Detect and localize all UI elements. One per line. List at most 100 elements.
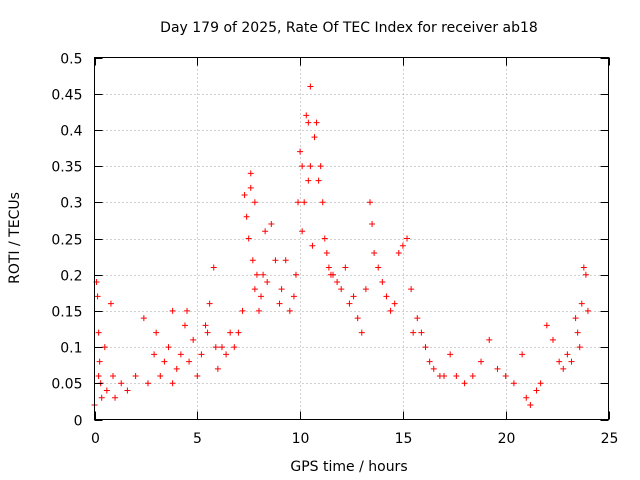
data-point (169, 307, 176, 314)
data-point (564, 351, 571, 358)
data-point (367, 199, 374, 206)
data-point (231, 344, 238, 351)
data-point (112, 394, 119, 401)
data-point (568, 358, 575, 365)
data-point (245, 235, 252, 242)
data-point (251, 199, 258, 206)
data-point (537, 380, 544, 387)
data-point (379, 278, 386, 285)
data-point (169, 380, 176, 387)
data-point (268, 221, 275, 228)
y-tick-label: 0.45 (51, 88, 82, 104)
data-point (478, 358, 485, 365)
data-point (354, 315, 361, 322)
data-point (556, 358, 563, 365)
data-point (214, 365, 221, 372)
data-point (321, 235, 328, 242)
y-tick-labels: 0 0.05 0.1 0.15 0.2 0.25 0.3 0.35 0.4 0.45 0.5 (51, 52, 82, 430)
data-point (350, 293, 357, 300)
x-tick-label: 15 (395, 431, 413, 447)
y-tick-label: 0.4 (60, 124, 82, 140)
y-tick-label: 0.35 (51, 160, 82, 176)
data-point (264, 278, 271, 285)
data-point (235, 329, 242, 336)
data-point (153, 329, 160, 336)
data-point (469, 373, 476, 380)
data-point (282, 257, 289, 264)
data-point (582, 271, 589, 278)
data-point (523, 394, 530, 401)
data-point (110, 373, 117, 380)
data-point (223, 351, 230, 358)
x-tick-label: 20 (498, 431, 516, 447)
data-point (358, 329, 365, 336)
data-point (173, 365, 180, 372)
data-point (375, 264, 382, 271)
y-axis-label: ROTI / TECUs (7, 192, 23, 284)
data-point (241, 192, 248, 199)
data-point (543, 322, 550, 329)
data-point (103, 387, 110, 394)
data-point (251, 286, 258, 293)
data-point (247, 170, 254, 177)
y-tick-label: 0.5 (60, 52, 82, 68)
data-point (430, 365, 437, 372)
data-point (362, 286, 369, 293)
data-point (584, 307, 591, 314)
data-point (387, 307, 394, 314)
data-point (239, 307, 246, 314)
data-point (227, 329, 234, 336)
data-point (177, 351, 184, 358)
data-point (510, 380, 517, 387)
data-point (290, 293, 297, 300)
data-point (157, 373, 164, 380)
data-point (260, 271, 267, 278)
data-point (204, 329, 211, 336)
data-point (278, 286, 285, 293)
data-point (144, 380, 151, 387)
data-point (258, 293, 265, 300)
data-point (194, 373, 201, 380)
data-point (519, 351, 526, 358)
data-point (441, 373, 448, 380)
data-point (329, 271, 336, 278)
data-point (299, 163, 306, 170)
data-point (576, 344, 583, 351)
data-point (369, 221, 376, 228)
data-point (325, 264, 332, 271)
x-tick-label: 0 (91, 431, 100, 447)
data-point (161, 358, 168, 365)
data-point (165, 344, 172, 351)
data-point (346, 300, 353, 307)
data-point (206, 300, 213, 307)
data-point (181, 322, 188, 329)
x-tick-labels: 0 5 10 15 20 25 (91, 431, 618, 447)
data-point (422, 344, 429, 351)
y-tick-label: 0.15 (51, 305, 82, 321)
data-point (247, 184, 254, 191)
y-tick-label: 0.2 (60, 269, 82, 285)
data-point (414, 315, 421, 322)
data-point (262, 228, 269, 235)
data-point (391, 300, 398, 307)
data-point (408, 286, 415, 293)
x-tick-label: 25 (601, 431, 619, 447)
data-point (574, 329, 581, 336)
data-point (404, 235, 411, 242)
data-point (461, 380, 468, 387)
data-point (186, 358, 193, 365)
data-point (342, 264, 349, 271)
data-point (305, 177, 312, 184)
data-point (132, 373, 139, 380)
chart-title: Day 179 of 2025, Rate Of TEC Index for r… (160, 20, 538, 36)
data-point (98, 394, 105, 401)
x-tick-label: 10 (292, 431, 310, 447)
data-point (560, 365, 567, 372)
tick-marks (94, 57, 610, 421)
data-point (399, 242, 406, 249)
data-point (210, 264, 217, 271)
data-point (255, 307, 262, 314)
data-point (418, 329, 425, 336)
data-point (315, 177, 322, 184)
